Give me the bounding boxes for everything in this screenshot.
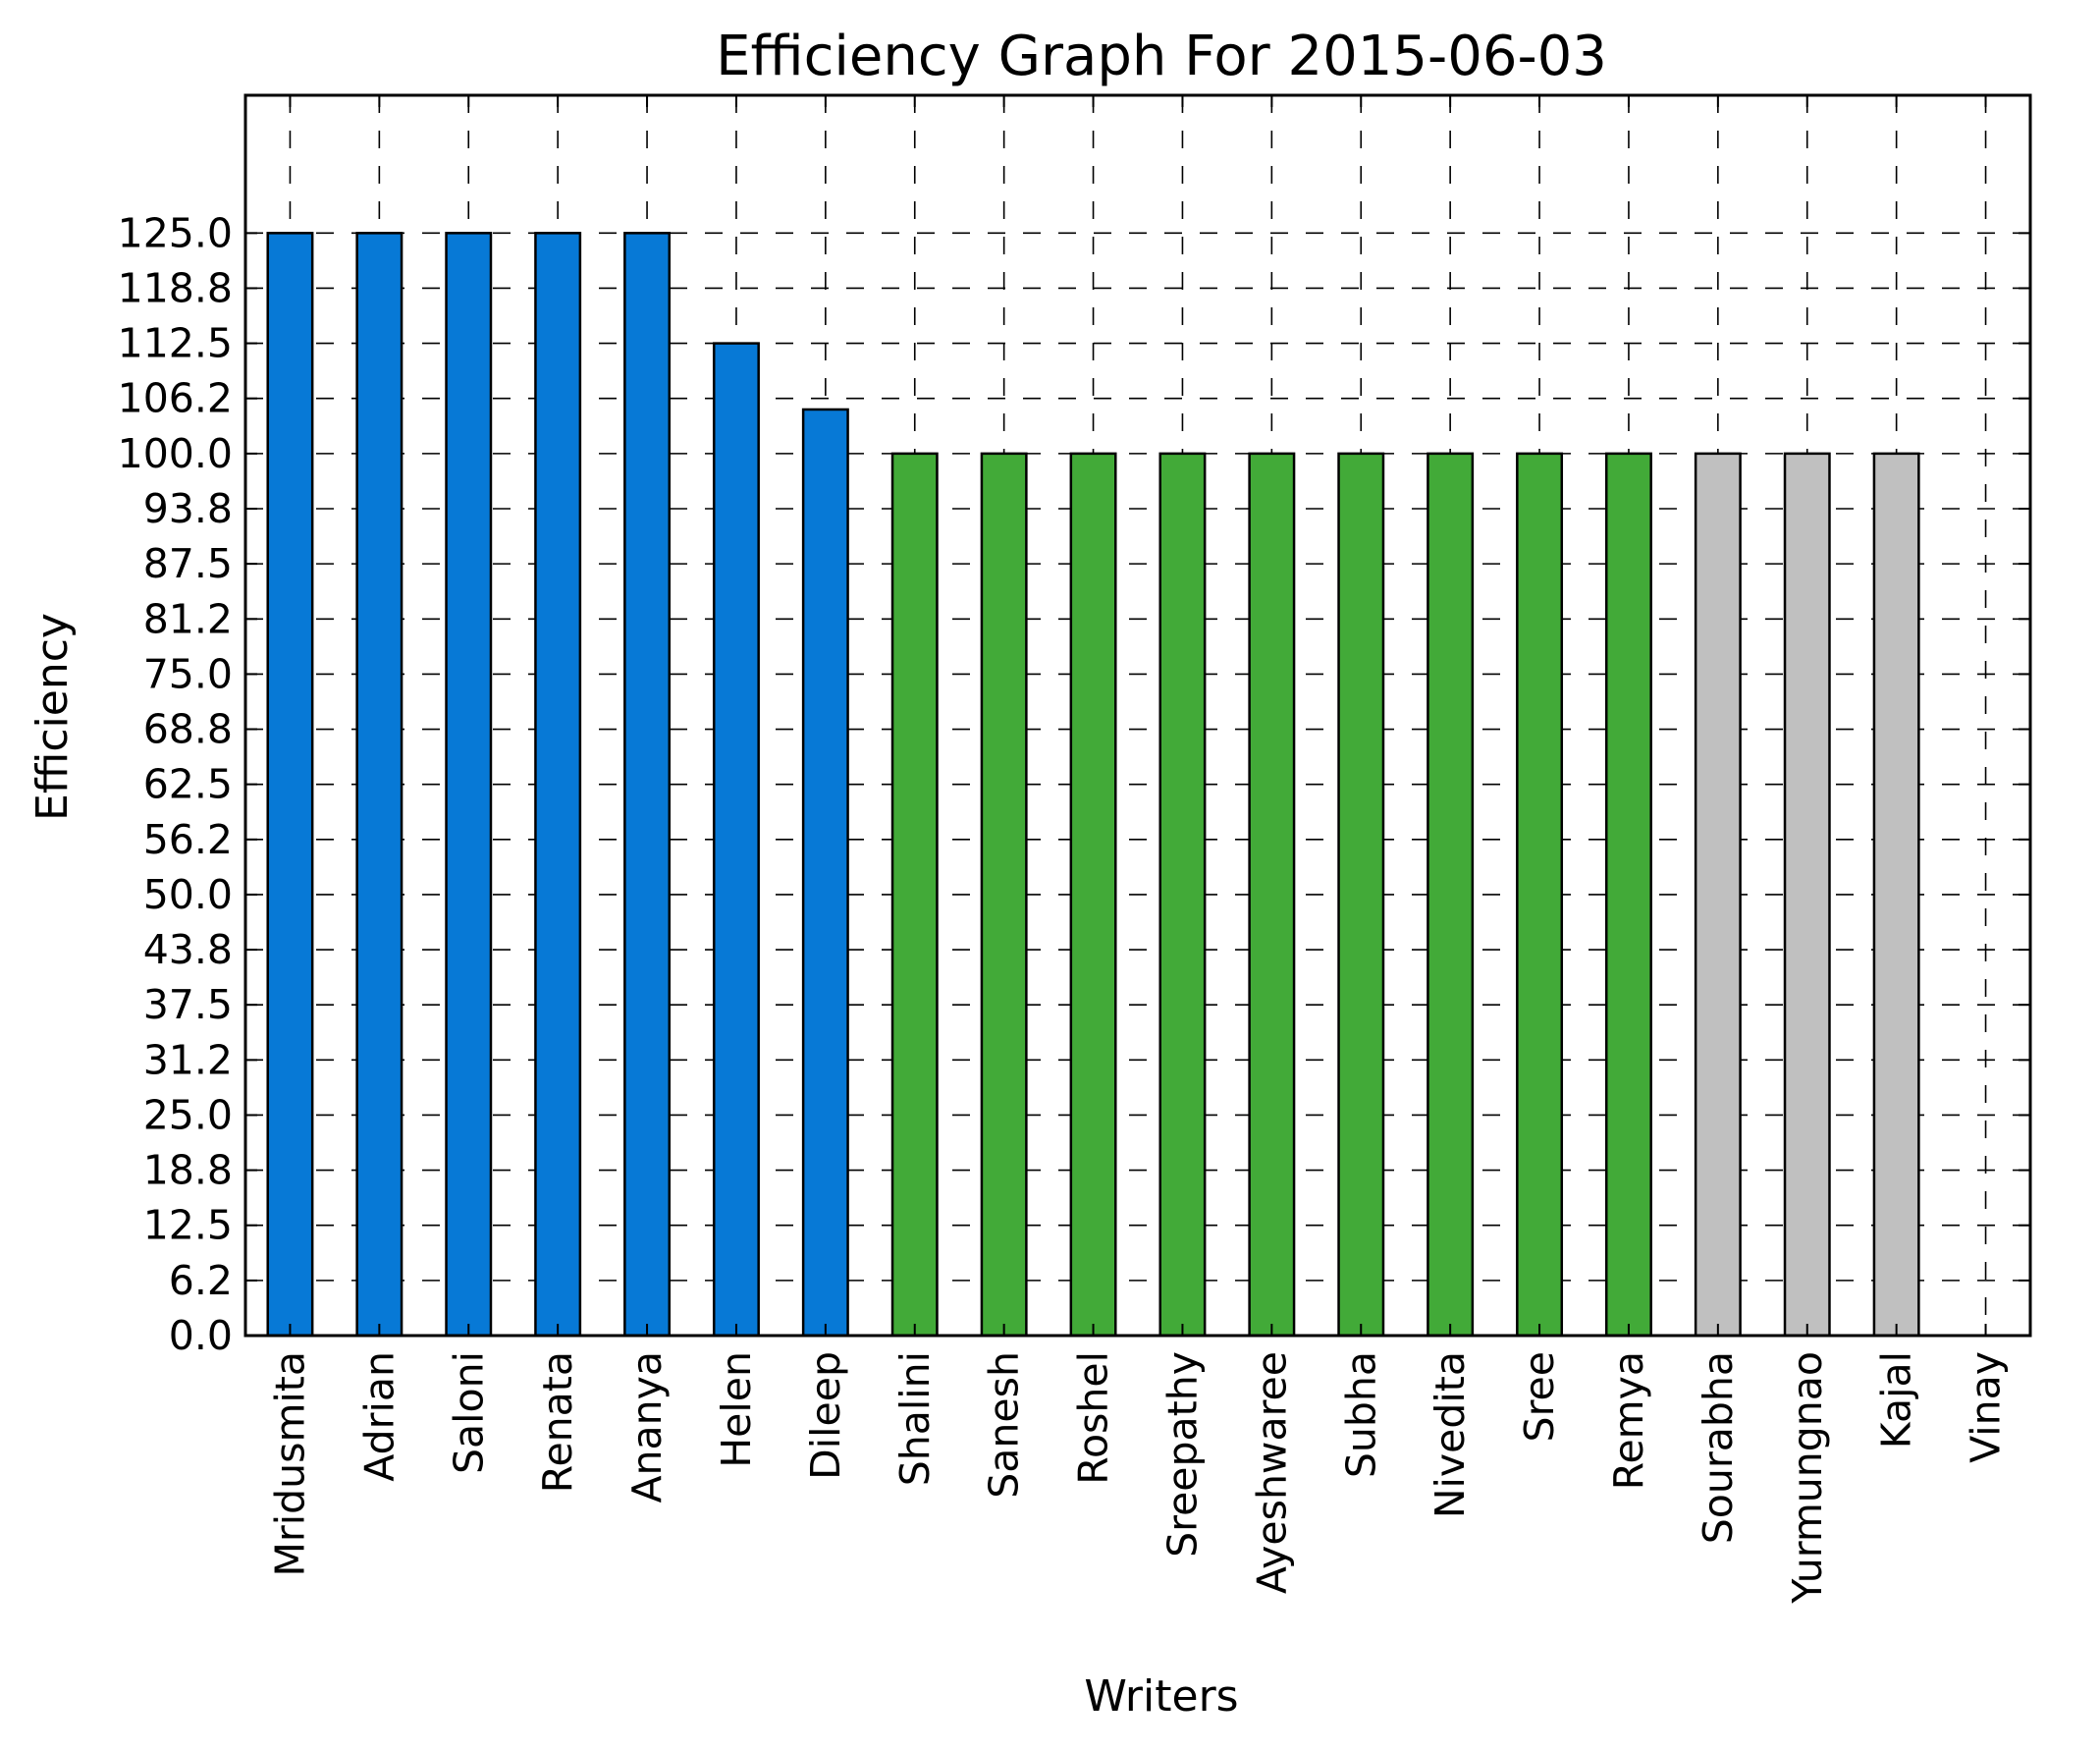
y-tick-label: 68.8: [143, 706, 233, 753]
x-tick-label: Nivedita: [1427, 1351, 1474, 1518]
y-axis-ticks: 0.0 6.2 12.5 18.8 25.0 31.2 37.5 43.8 50.0 56.2 62…: [118, 209, 2030, 1359]
y-tick-label: 100.0: [118, 430, 233, 477]
x-axis-ticks: Mridusmita Adrian Saloni Renata Ananya Helen D…: [266, 95, 2010, 1605]
y-tick-label: 106.2: [118, 375, 233, 422]
y-tick-label: 31.2: [143, 1036, 233, 1083]
bar: [1248, 452, 1296, 1338]
x-tick-label: Renata: [534, 1351, 581, 1493]
x-tick-label: Saloni: [445, 1351, 492, 1474]
y-tick-label: 118.8: [118, 264, 233, 311]
x-tick-label: Yurmungnao: [1784, 1351, 1831, 1605]
y-tick-label: 0.0: [169, 1312, 233, 1359]
x-tick-label: Vinay: [1963, 1351, 2010, 1463]
bar: [266, 232, 314, 1338]
bar: [623, 232, 672, 1338]
bar: [1516, 452, 1564, 1338]
x-tick-label: Ananya: [623, 1351, 671, 1504]
x-tick-label: Mridusmita: [266, 1351, 313, 1577]
y-tick-label: 75.0: [143, 650, 233, 697]
bar: [980, 452, 1028, 1338]
x-tick-label: Ayeshwaree: [1248, 1351, 1295, 1594]
y-tick-label: 112.5: [118, 320, 233, 367]
bar: [534, 232, 582, 1338]
bar: [445, 232, 493, 1338]
x-tick-label: Kajal: [1873, 1351, 1920, 1449]
x-tick-label: Sree: [1516, 1351, 1563, 1442]
y-tick-label: 81.2: [143, 595, 233, 642]
x-tick-label: Dileep: [802, 1351, 849, 1480]
y-tick-label: 87.5: [143, 540, 233, 587]
x-tick-label: Sreepathy: [1158, 1351, 1206, 1558]
bar: [1604, 452, 1652, 1338]
y-axis-label: Efficiency: [27, 613, 78, 821]
bar: [712, 342, 760, 1338]
y-tick-label: 50.0: [143, 871, 233, 918]
bar: [1158, 452, 1207, 1338]
y-tick-label: 62.5: [143, 761, 233, 808]
y-tick-label: 12.5: [143, 1202, 233, 1249]
y-tick-label: 43.8: [143, 926, 233, 973]
x-tick-label: Remya: [1605, 1351, 1652, 1490]
y-tick-label: 18.8: [143, 1147, 233, 1194]
bar: [1069, 452, 1117, 1338]
x-tick-label: Adrian: [355, 1351, 403, 1482]
x-tick-label: Sourabha: [1695, 1351, 1742, 1544]
y-tick-label: 25.0: [143, 1091, 233, 1138]
y-tick-label: 37.5: [143, 981, 233, 1028]
bar: [355, 232, 404, 1338]
chart-title: Efficiency Graph For 2015-06-03: [716, 25, 1607, 88]
y-tick-label: 6.2: [169, 1257, 233, 1304]
x-axis-label: Writers: [1084, 1671, 1238, 1722]
bar: [890, 452, 939, 1338]
bar: [1783, 452, 1831, 1338]
x-tick-label: Subha: [1337, 1351, 1384, 1478]
plot-frame: [243, 93, 2032, 1338]
y-tick-label: 93.8: [143, 485, 233, 532]
x-tick-label: Helen: [713, 1351, 760, 1468]
x-tick-label: Shalini: [891, 1351, 939, 1486]
bars: [266, 232, 1920, 1338]
y-tick-label: 56.2: [143, 816, 233, 863]
bar: [1427, 452, 1475, 1338]
x-tick-label: Sanesh: [981, 1351, 1028, 1499]
bar: [1337, 452, 1385, 1338]
x-tick-label: Roshel: [1070, 1351, 1117, 1485]
bar: [1694, 452, 1742, 1338]
y-tick-label: 125.0: [118, 209, 233, 256]
bar: [1872, 452, 1920, 1338]
bar: [801, 408, 849, 1338]
